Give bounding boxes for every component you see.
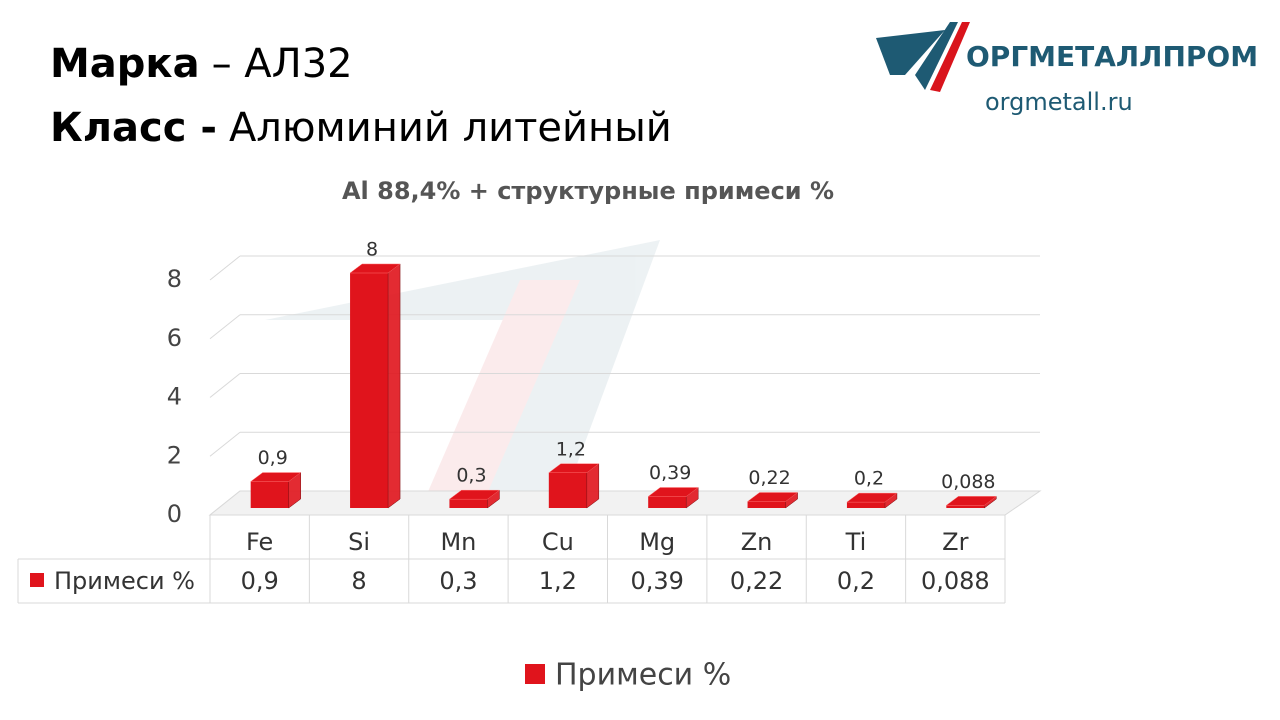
bar-top <box>448 489 501 500</box>
grade-line: Марка – АЛ32 <box>50 41 353 87</box>
table-cell: 0,22 <box>730 567 783 595</box>
logo-shape <box>930 22 970 92</box>
logo-site: orgmetall.ru <box>985 88 1133 116</box>
x-tick-label: Zr <box>942 528 968 556</box>
legend-key <box>525 664 545 684</box>
x-tick-label: Zn <box>741 528 773 556</box>
bar-top <box>945 496 998 506</box>
bar <box>449 499 488 508</box>
value-label: 0,088 <box>941 471 995 493</box>
x-tick-label: Mn <box>440 528 476 556</box>
value-label: 0,3 <box>456 465 486 487</box>
x-tick-label: Ti <box>845 528 867 556</box>
bar-top <box>249 472 302 482</box>
y-tick-label: 4 <box>167 383 182 411</box>
bar <box>846 502 885 508</box>
grid-line-side <box>209 431 241 457</box>
bar <box>946 505 985 508</box>
bar <box>648 496 687 508</box>
x-tick-label: Cu <box>542 528 574 556</box>
bar-top <box>548 463 600 473</box>
class-value: Алюминий литейный <box>229 105 672 151</box>
bar-top <box>846 492 898 503</box>
bar-top <box>647 487 699 497</box>
bar <box>350 273 389 508</box>
y-tick-label: 0 <box>167 500 182 528</box>
floor <box>208 490 1042 516</box>
grid-line-side <box>209 314 241 340</box>
x-tick-label: Mg <box>639 528 675 556</box>
value-label: 0,9 <box>258 447 288 469</box>
grade-value: – АЛ32 <box>212 41 353 87</box>
logo-shape <box>915 22 958 90</box>
grid-line-side <box>209 255 241 281</box>
table-legend-key <box>30 573 44 587</box>
value-label: 0,2 <box>854 468 884 490</box>
table-cell: 1,2 <box>539 567 577 595</box>
value-label: 0,22 <box>748 467 790 489</box>
y-tick-label: 8 <box>167 265 182 293</box>
class-label: Класс - <box>50 105 217 151</box>
y-tick-label: 2 <box>167 441 182 469</box>
logo-name: ОРГМЕТАЛЛПРОМ <box>966 40 1258 73</box>
table-cell: 8 <box>351 567 366 595</box>
x-tick-label: Si <box>348 528 370 556</box>
grade-label: Марка <box>50 41 200 87</box>
x-tick-label: Fe <box>246 528 273 556</box>
legend-label: Примеси % <box>555 658 731 693</box>
table-cell: 0,2 <box>837 567 875 595</box>
grid-line-side <box>209 373 241 398</box>
y-tick-label: 6 <box>167 324 182 352</box>
bar <box>747 501 786 508</box>
value-label: 8 <box>366 239 378 261</box>
logo-shape <box>876 30 945 75</box>
bar-top <box>746 492 799 502</box>
bar-side <box>387 263 401 509</box>
bar-top <box>349 263 401 274</box>
value-label: 1,2 <box>556 438 586 460</box>
bar <box>250 481 289 508</box>
table-cell: 0,9 <box>241 567 279 595</box>
value-label: 0,39 <box>649 462 691 484</box>
chart-title: Al 88,4% + структурные примеси % <box>342 177 834 205</box>
table-cell: 0,39 <box>630 567 683 595</box>
logo: ОРГМЕТАЛЛПРОМ orgmetall.ru <box>876 22 1258 116</box>
table-cell: 0,088 <box>921 567 990 595</box>
bar <box>548 472 587 508</box>
table-cell: 0,3 <box>439 567 477 595</box>
class-line: Класс - Алюминий литейный <box>50 105 672 151</box>
table-row-label: Примеси % <box>54 567 195 595</box>
